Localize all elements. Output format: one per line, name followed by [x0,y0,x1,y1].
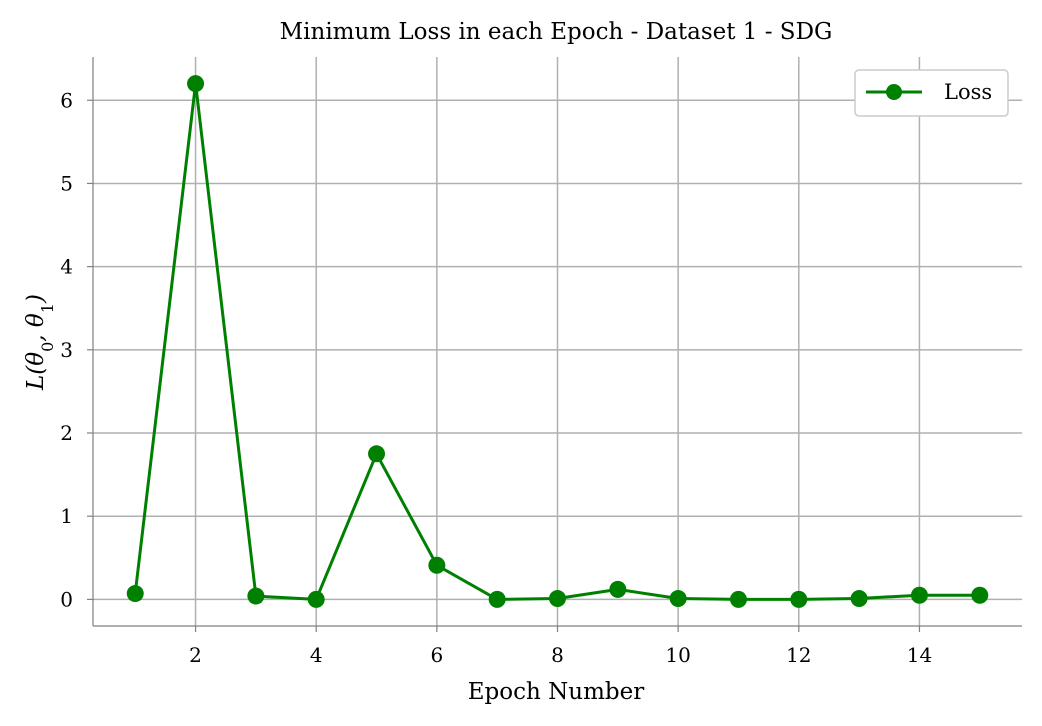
x-tick-label: 12 [786,643,811,667]
y-tick-label: 0 [60,587,73,611]
x-tick-label: 4 [310,643,323,667]
y-tick-label: 3 [60,338,73,362]
data-point [368,445,386,463]
chart-title: Minimum Loss in each Epoch - Dataset 1 -… [280,19,833,45]
x-tick-label: 10 [665,643,690,667]
y-tick-label: 6 [60,88,73,112]
legend-frame [854,69,1009,117]
y-tick-label: 2 [60,421,73,445]
x-tick-label: 14 [907,643,932,667]
y-tick-label: 5 [60,171,73,195]
legend: Loss [854,69,1009,117]
y-axis-label: L(θ0, θ1) [23,294,57,391]
data-point [187,75,205,93]
y-tick-label: 1 [60,504,73,528]
data-point [307,590,325,608]
x-axis-label: Epoch Number [468,679,644,705]
data-point [971,586,989,604]
data-point [126,585,144,603]
data-point [850,590,868,608]
x-tick-label: 6 [430,643,443,667]
data-point [549,590,566,608]
legend-marker-swatch [886,84,902,100]
data-point [669,590,687,608]
data-point [488,590,506,608]
data-point [428,556,446,574]
legend-entry-loss: Loss [944,80,992,104]
data-point [790,590,808,608]
data-point [910,586,928,604]
data-point [729,590,747,608]
y-tick-label: 4 [60,255,73,279]
gridlines [93,57,1022,626]
data-point [247,587,265,605]
x-tick-label: 8 [551,643,564,667]
x-tick-label: 2 [189,643,202,667]
data-point [609,580,627,598]
axes [87,57,1022,632]
series-loss [126,75,989,608]
